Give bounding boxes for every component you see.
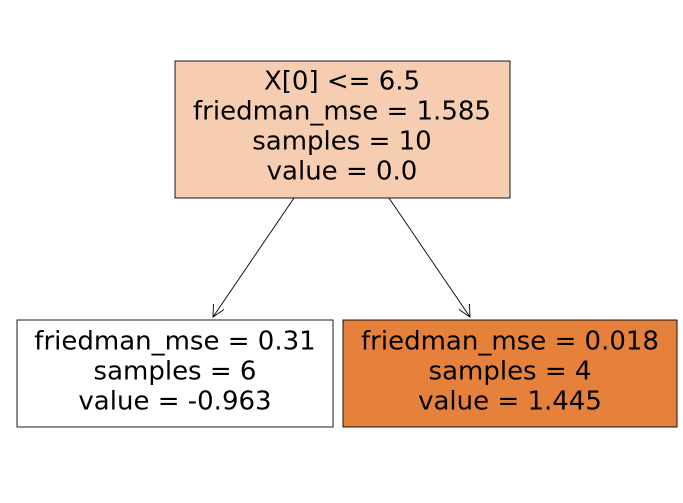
node-text: X[0] <= 6.5 bbox=[264, 67, 420, 97]
edge bbox=[388, 197, 471, 318]
node-text: friedman_mse = 0.31 bbox=[34, 327, 315, 357]
node-text: friedman_mse = 0.018 bbox=[361, 327, 659, 357]
node-text: friedman_mse = 1.585 bbox=[193, 97, 491, 127]
node-text: value = 0.0 bbox=[267, 157, 418, 187]
edge bbox=[212, 197, 295, 318]
node-box bbox=[342, 319, 678, 428]
node-box bbox=[174, 60, 511, 199]
node-text: value = -0.963 bbox=[78, 387, 271, 417]
node-box bbox=[16, 319, 334, 428]
node-text: samples = 10 bbox=[252, 127, 431, 157]
arrow-head bbox=[458, 303, 471, 318]
arrow-head bbox=[212, 303, 225, 318]
node-text: value = 1.445 bbox=[418, 387, 602, 417]
node-text: samples = 6 bbox=[94, 357, 257, 387]
node-text: samples = 4 bbox=[429, 357, 592, 387]
